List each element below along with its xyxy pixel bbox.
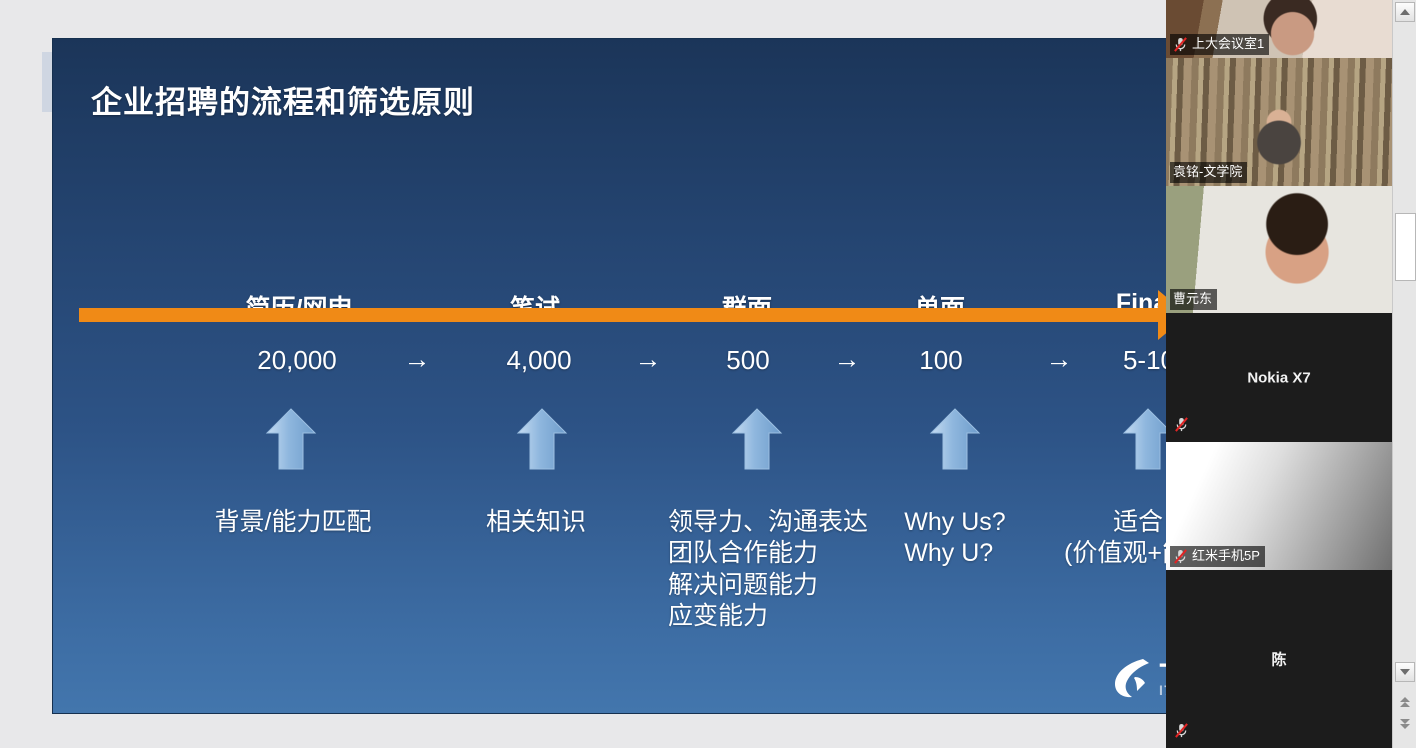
transition-arrow-icon: → [1045, 344, 1073, 374]
participant-name-badge: 上大会议室1 [1170, 34, 1270, 55]
microphone-muted-icon [1174, 548, 1187, 564]
criteria-text-row: 背景/能力匹配 相关知识 领导力、沟通表达 团队合作能力 解决问题能力 应变能力 Wh… [53, 507, 1251, 687]
participant-name: 袁铭-文学院 [1173, 164, 1243, 180]
participant-name: 陈 [1271, 651, 1287, 669]
participant-name: 上大会议室1 [1192, 36, 1265, 52]
shared-slide: 企业招聘的流程和筛选原则 简历/网申笔试群面单面Final 20,0004,00… [52, 38, 1252, 714]
page-up-button[interactable] [1397, 694, 1413, 710]
participant-tile[interactable]: 曹元东 [1166, 186, 1392, 313]
slide-edge-strip [42, 52, 54, 112]
stage-criteria-text: Why Us? Why U? [904, 508, 1006, 568]
stage-criteria-text: 领导力、沟通表达 团队合作能力 解决问题能力 应变能力 [667, 508, 869, 630]
candidate-count-row: 20,000 4,000 500 100 5-10 → → → → [53, 344, 1251, 385]
up-arrow-icon [927, 407, 983, 473]
logo-swoosh-icon [1114, 659, 1149, 698]
microphone-muted-icon [1174, 36, 1187, 52]
stage-criteria-text: 相关知识 [485, 508, 587, 536]
participant-name-badge: 袁铭-文学院 [1170, 162, 1248, 183]
microphone-muted-icon [1175, 417, 1188, 432]
transition-arrow-icon: → [403, 344, 431, 374]
candidate-count: 4,000 [506, 345, 572, 375]
participant-tile[interactable]: 红米手机5P [1166, 442, 1392, 570]
participant-name-badge: 曹元东 [1170, 289, 1218, 310]
participant-video-strip[interactable]: 上大会议室1 袁铭-文学院 曹元东 Nokia X7 红米手机5P 陈 [1166, 0, 1392, 748]
candidate-count: 100 [919, 345, 963, 375]
process-timeline-bar [79, 308, 1189, 322]
participant-tile[interactable]: Nokia X7 [1166, 313, 1392, 442]
chevron-down-icon [1400, 669, 1410, 675]
criteria-arrow-row [53, 407, 1251, 477]
candidate-count: 500 [726, 345, 770, 375]
scrollbar-thumb[interactable] [1395, 213, 1416, 281]
participant-name-badge: 红米手机5P [1170, 546, 1265, 567]
participant-name: 曹元东 [1173, 291, 1213, 307]
up-arrow-icon [729, 407, 785, 473]
participant-tile[interactable]: 上大会议室1 [1166, 0, 1392, 58]
microphone-muted-icon [1174, 416, 1190, 434]
participant-tile[interactable]: 陈 [1166, 570, 1392, 748]
microphone-muted-icon [1174, 722, 1190, 740]
participant-name: Nokia X7 [1247, 369, 1311, 386]
transition-arrow-icon: → [634, 344, 662, 374]
transition-arrow-icon: → [833, 344, 861, 374]
scroll-up-button[interactable] [1395, 2, 1415, 22]
video-strip-scrollbar[interactable] [1392, 0, 1416, 748]
up-arrow-icon [514, 407, 570, 473]
stage-criteria-text: 背景/能力匹配 [214, 508, 372, 536]
candidate-count: 20,000 [257, 345, 337, 375]
chevron-up-icon [1400, 9, 1410, 15]
participant-tile[interactable]: 袁铭-文学院 [1166, 58, 1392, 186]
participant-name: 红米手机5P [1192, 548, 1260, 564]
slide-title: 企业招聘的流程和筛选原则 [91, 85, 475, 120]
double-chevron-down-icon [1400, 719, 1410, 729]
page-down-button[interactable] [1397, 716, 1413, 732]
scroll-down-button[interactable] [1395, 662, 1415, 682]
microphone-muted-icon [1175, 723, 1188, 738]
double-chevron-up-icon [1400, 697, 1410, 707]
up-arrow-icon [263, 407, 319, 473]
